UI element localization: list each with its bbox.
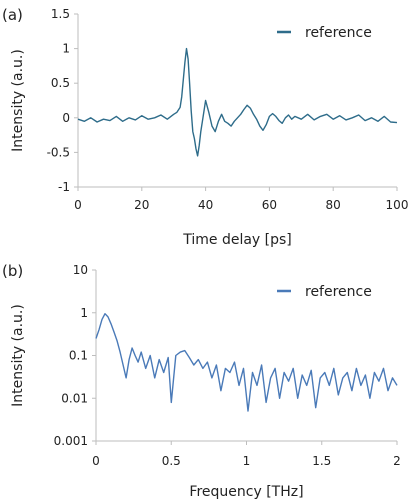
y-tick-label: 0.01 <box>61 391 88 405</box>
x-tick-label: 2 <box>393 454 401 468</box>
y-tick-label: 0.001 <box>54 434 88 448</box>
x-tick-label: 0 <box>74 198 82 212</box>
y-tick-label: -0.5 <box>47 145 70 159</box>
legend-label: reference <box>305 25 372 41</box>
x-tick-label: 1 <box>243 454 251 468</box>
x-tick-label: 80 <box>326 198 341 212</box>
y-tick-label: 0.5 <box>51 76 70 90</box>
x-tick-label: 20 <box>134 198 149 212</box>
y-tick-label: -1 <box>58 180 70 194</box>
x-tick-label: 60 <box>262 198 277 212</box>
x-tick-label: 40 <box>198 198 213 212</box>
x-tick-label: 0.5 <box>162 454 181 468</box>
x-tick-label: 1.5 <box>312 454 331 468</box>
y-tick-label: 10 <box>73 263 88 277</box>
legend-label: reference <box>305 284 372 300</box>
y-tick-label: 1.5 <box>51 7 70 21</box>
y-tick-label: 0.1 <box>69 349 88 363</box>
series-line-reference <box>77 47 398 157</box>
chart-panel-a: -1 -0.5 0 0.5 1 1.5 0 20 40 60 80 100 reference (a) In… <box>2 6 408 248</box>
chart-panel-b: 0.001 0.01 0.1 1 10 0 0.5 1 1.5 2 reference (b) Inte… <box>2 262 401 500</box>
x-axis-title: Frequency [THz] <box>189 484 303 500</box>
y-tick-label: 0 <box>62 111 70 125</box>
y-axis-title: Intensity (a.u.) <box>10 49 26 152</box>
x-tick-label: 0 <box>92 454 100 468</box>
x-tick-label: 100 <box>386 198 409 212</box>
panel-label: (b) <box>2 262 23 280</box>
panel-label: (a) <box>2 6 23 24</box>
y-tick-label: 1 <box>62 42 70 56</box>
series-line-reference <box>95 313 398 412</box>
y-tick-label: 1 <box>80 306 88 320</box>
x-axis-title: Time delay [ps] <box>182 232 292 248</box>
y-axis-title: Intensity (a.u.) <box>10 304 26 407</box>
